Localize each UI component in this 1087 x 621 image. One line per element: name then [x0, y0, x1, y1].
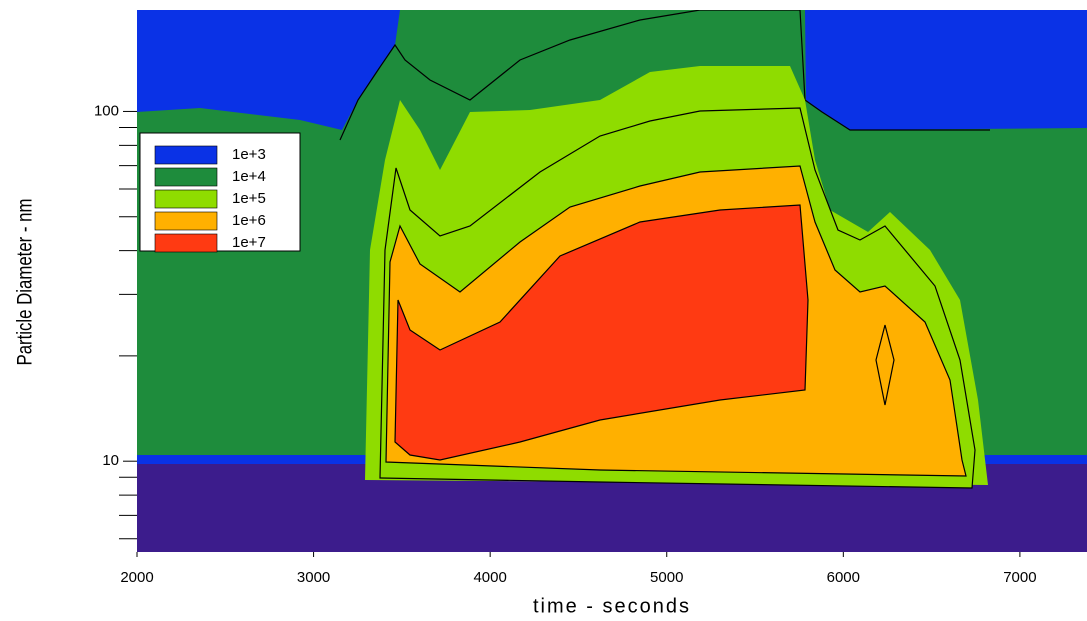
- legend-label: 1e+3: [232, 146, 266, 163]
- y-tick-label: 10: [102, 452, 119, 469]
- legend-swatch: [154, 211, 218, 231]
- contour-region: [805, 10, 1087, 130]
- x-tick-label: 2000: [120, 569, 153, 586]
- legend-label: 1e+5: [232, 190, 266, 207]
- x-tick-label: 7000: [1003, 569, 1036, 586]
- legend-swatch: [154, 233, 218, 253]
- x-tick-label: 4000: [473, 569, 506, 586]
- x-tick-label: 3000: [297, 569, 330, 586]
- x-axis-label: time - seconds: [533, 595, 691, 617]
- y-axis-label: Particle Diameter - nm: [14, 199, 37, 366]
- contour-region: [394, 204, 809, 461]
- contour-region: [137, 10, 400, 130]
- legend: 1e+3 1e+4 1e+5 1e+6 1e+7: [139, 132, 301, 253]
- legend-label: 1e+7: [232, 234, 266, 251]
- y-tick-label: 100: [94, 102, 119, 119]
- x-tick-label: 6000: [827, 569, 860, 586]
- axes: 2000 3000 4000 5000 6000 7000 10 100: [94, 102, 1037, 586]
- legend-label: 1e+6: [232, 212, 266, 229]
- contour-region: [875, 324, 895, 406]
- x-tick-label: 5000: [650, 569, 683, 586]
- contour-field: [137, 10, 1087, 552]
- legend-swatch: [154, 167, 218, 187]
- legend-label: 1e+4: [232, 168, 266, 185]
- legend-swatch: [154, 189, 218, 209]
- legend-swatch: [154, 145, 218, 165]
- contour-line: [339, 10, 990, 141]
